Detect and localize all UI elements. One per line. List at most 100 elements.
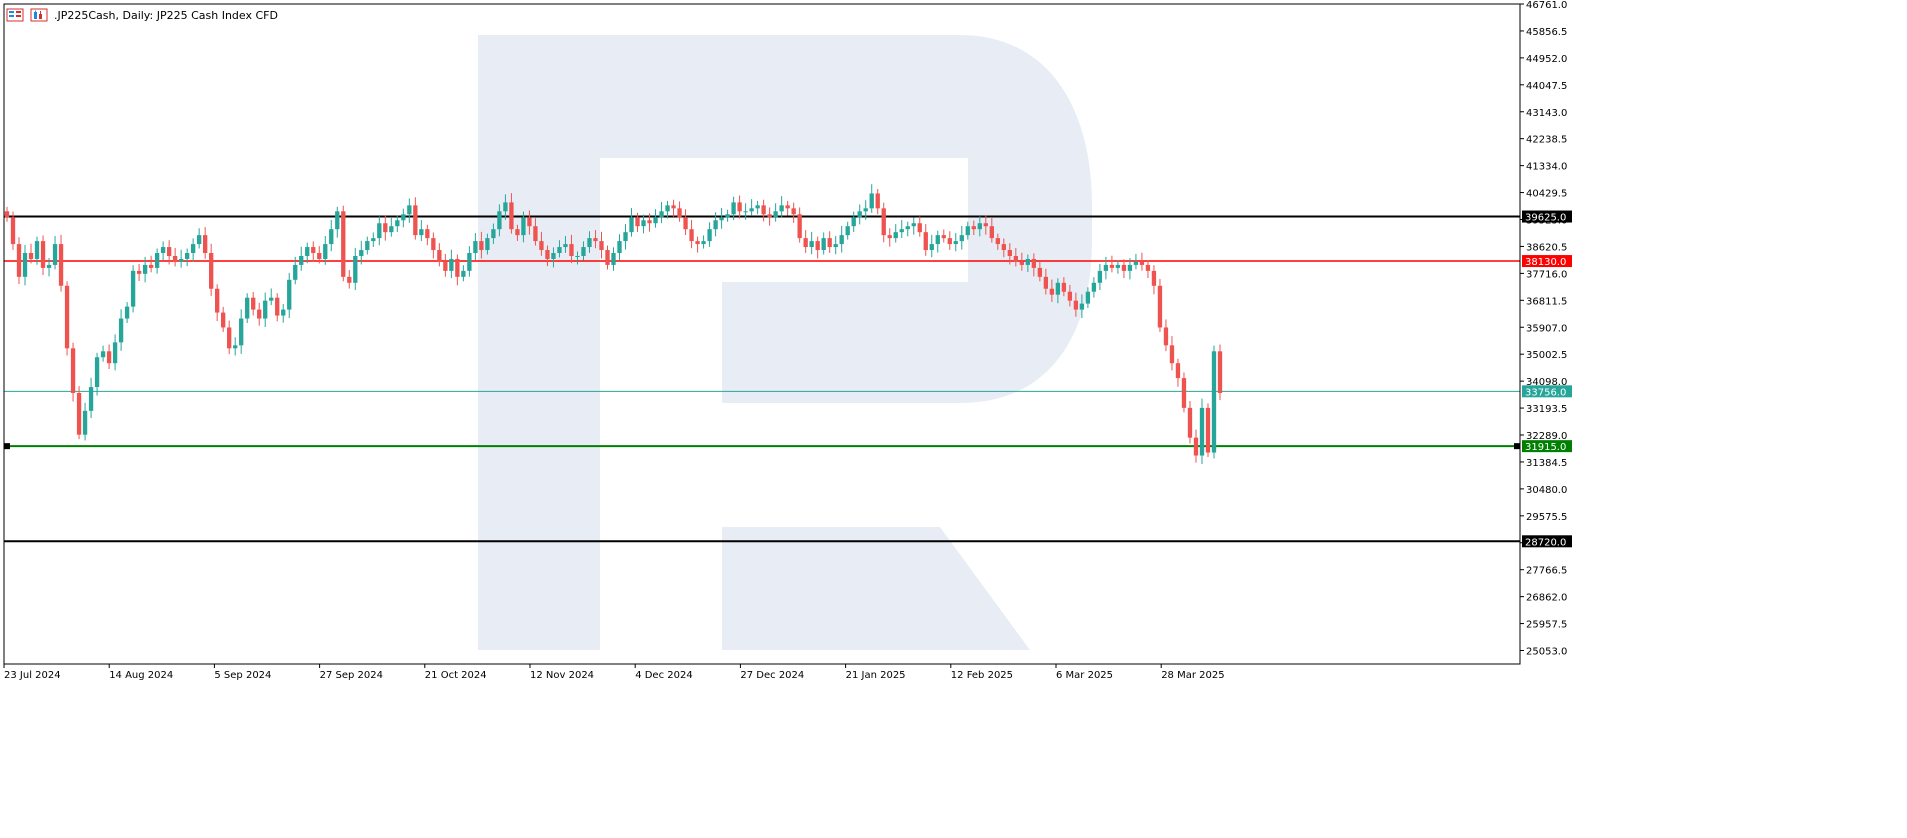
candle-body [983, 223, 988, 227]
candle-body [761, 205, 766, 215]
candle-body [521, 217, 526, 236]
candle-body [154, 253, 160, 268]
level-tag-bg [1522, 255, 1572, 268]
y-tick-label: 29575.5 [1526, 512, 1567, 523]
candle-body [809, 241, 814, 248]
watermark-logo [478, 35, 1092, 650]
candle-body [34, 241, 40, 259]
candle-body [1133, 261, 1139, 265]
x-tick-label: 27 Sep 2024 [320, 670, 383, 681]
candle-body [611, 253, 616, 265]
candle-body [779, 205, 784, 212]
candle-body [221, 312, 226, 328]
candle-body [88, 387, 94, 411]
y-tick-label: 35002.5 [1526, 350, 1567, 361]
candle-body [551, 253, 556, 259]
candle-body [641, 220, 646, 227]
y-tick-label: 43143.0 [1526, 108, 1567, 119]
candle-body [839, 235, 844, 245]
candle-body [401, 214, 406, 221]
x-tick-label: 21 Oct 2024 [425, 670, 487, 681]
candle-body [166, 247, 172, 256]
candle-body [389, 226, 394, 233]
candle-body [142, 264, 148, 274]
candle-body [46, 264, 52, 268]
x-tick-label: 12 Feb 2025 [951, 670, 1013, 681]
candle-body [1163, 327, 1169, 346]
candle-body [263, 300, 268, 319]
candle-body [94, 357, 100, 388]
candle-body [713, 220, 718, 230]
candle-body [160, 247, 166, 254]
candle-body [791, 208, 796, 215]
candle-body [1013, 255, 1018, 262]
candle-body [172, 255, 178, 262]
candle-body [112, 342, 118, 364]
candle-body [659, 211, 664, 218]
candle-body [1049, 288, 1055, 295]
candle-body [293, 264, 298, 280]
candle-body [251, 297, 256, 310]
candle-body [269, 297, 274, 301]
candle-body [148, 264, 154, 268]
candle-body [130, 270, 136, 307]
x-tick-label: 5 Sep 2024 [214, 670, 271, 681]
candle-body [257, 309, 262, 319]
candle-body [419, 229, 424, 236]
candle-body [485, 238, 490, 251]
candle-body [28, 253, 34, 259]
y-tick-label: 46761.0 [1526, 0, 1567, 11]
chart-header: .JP225Cash, Daily: JP225 Cash Index CFD [6, 6, 278, 24]
candle-body [953, 241, 958, 245]
candle-body [797, 214, 802, 239]
y-tick-label: 45856.5 [1526, 27, 1567, 38]
candles-series [4, 184, 1223, 465]
candle-body [1097, 270, 1103, 283]
candle-body [215, 288, 220, 313]
x-tick-label: 28 Mar 2025 [1161, 670, 1224, 681]
chart-title: .JP225Cash, Daily: JP225 Cash Index CFD [54, 8, 278, 22]
candle-body [629, 217, 634, 233]
level-tag-label: 39625.0 [1525, 213, 1566, 224]
candle-body [851, 217, 856, 227]
candle-body [509, 202, 514, 230]
candle-body [527, 217, 532, 227]
trade-panel-icon[interactable] [6, 8, 24, 22]
candle-body [118, 318, 124, 343]
candle-body [965, 226, 970, 236]
candle-body [863, 208, 868, 212]
candle-body [929, 244, 934, 251]
candle-body [1031, 258, 1037, 268]
candle-body [431, 238, 436, 251]
candle-body [623, 232, 628, 242]
candle-body [1055, 282, 1061, 295]
candle-body [455, 258, 460, 277]
y-tick-label: 38620.5 [1526, 242, 1567, 253]
price-axis: 46761.0 45856.5 44952.0 44047.5 43143.0 42238… [1520, 0, 1567, 658]
candle-body [881, 208, 886, 236]
candle-body [1007, 250, 1012, 256]
candle-body [377, 223, 382, 239]
candle-body [647, 220, 652, 224]
candle-body [815, 241, 820, 251]
candle-body [287, 279, 292, 310]
level-anchor-left [4, 443, 10, 450]
candle-body [1217, 351, 1223, 393]
candle-body [124, 306, 130, 319]
candle-body [1121, 264, 1127, 271]
candle-body [557, 247, 562, 254]
candle-body [737, 202, 742, 212]
candle-body [827, 238, 832, 248]
candle-body [755, 205, 760, 209]
candle-body [593, 238, 598, 242]
watermark-r-bowl [478, 35, 1092, 650]
candle-body [857, 211, 862, 218]
candle-body [70, 348, 76, 393]
chart-bars-icon[interactable] [30, 8, 48, 22]
level-anchor-right [1514, 443, 1520, 450]
candle-body [365, 241, 370, 251]
watermark-r-leg [722, 527, 1030, 650]
candle-body [479, 241, 484, 251]
candle-body [677, 208, 682, 218]
